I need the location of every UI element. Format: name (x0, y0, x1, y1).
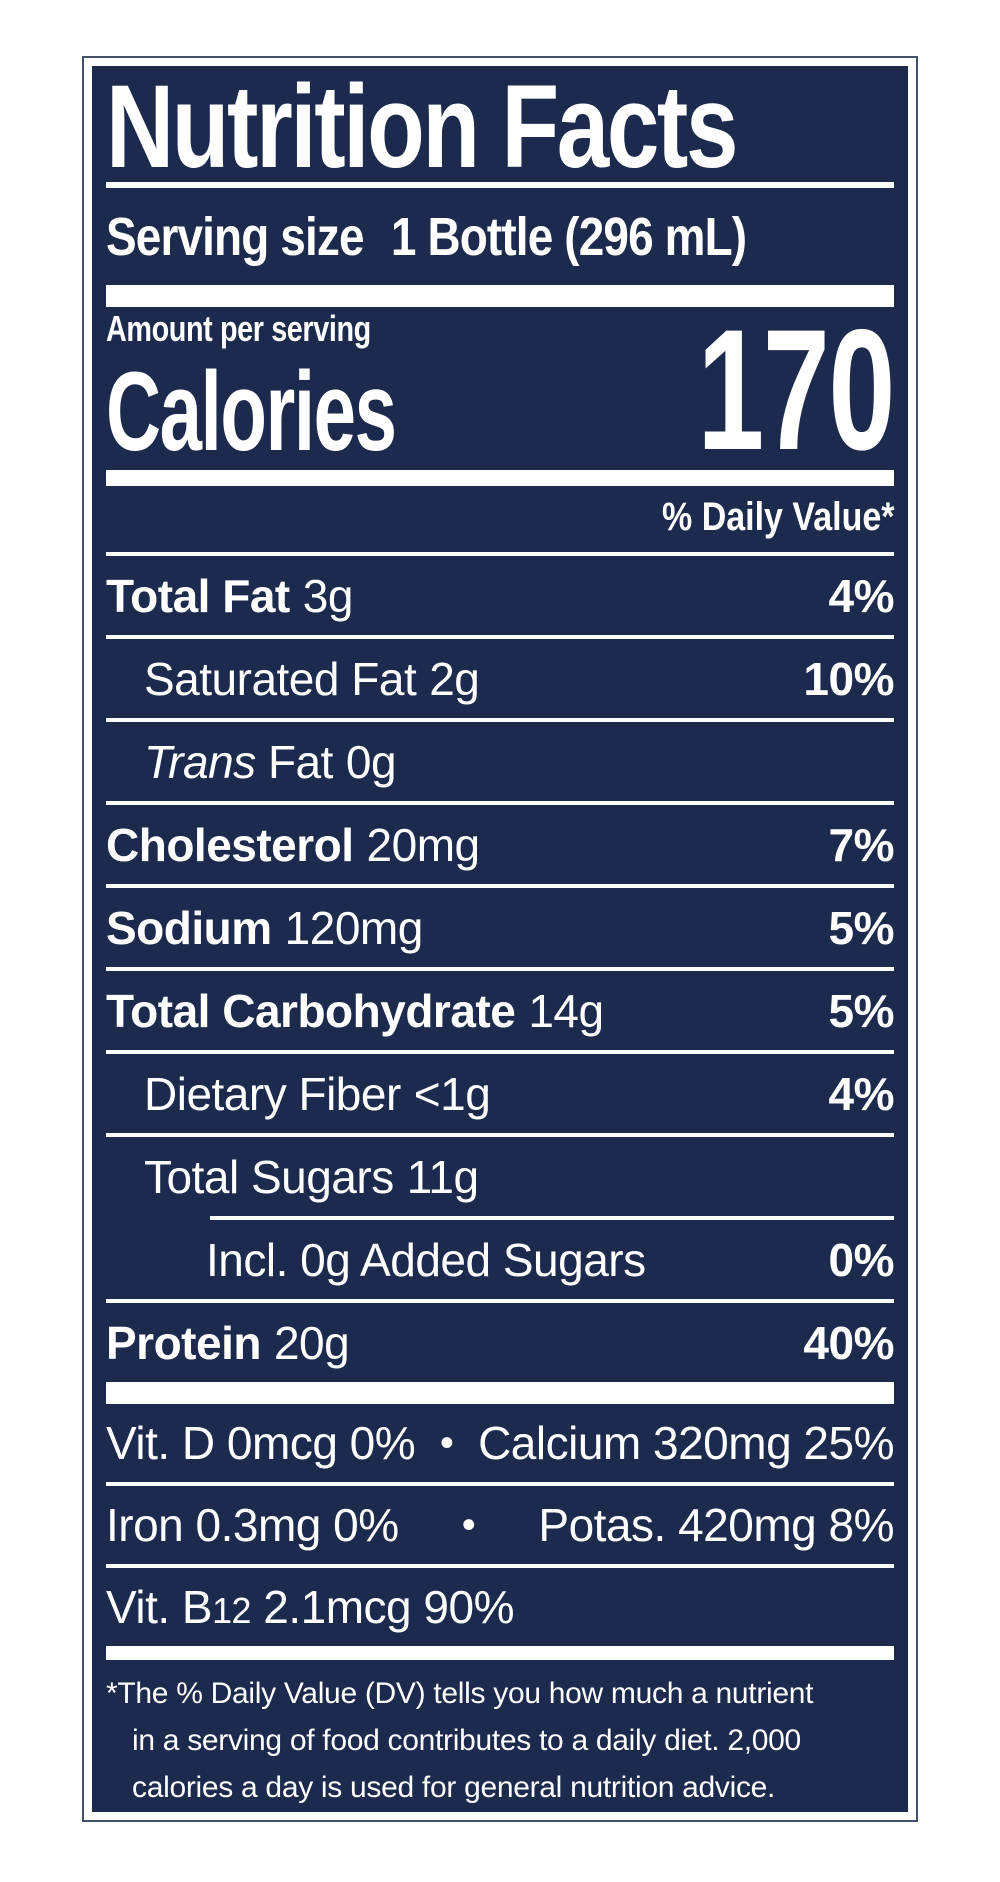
divider-rule (106, 552, 894, 556)
nutrient-row-sodium: Sodium 120mg 5% (106, 888, 895, 967)
bullet-separator: • (461, 1502, 476, 1547)
daily-value-percent: 4% (828, 569, 895, 622)
nutrient-name: Total Sugars (144, 1150, 394, 1203)
divider-rule (106, 1299, 894, 1303)
nutrient-row-dietary-fiber: Dietary Fiber <1g 4% (106, 1054, 895, 1133)
daily-value-footnote: *The % Daily Value (DV) tells you how mu… (106, 1670, 894, 1811)
daily-value-percent: 40% (803, 1316, 894, 1369)
nutrient-name: Total Fat (106, 569, 290, 622)
micronutrient-left: Iron 0.3mg 0% (106, 1499, 399, 1551)
nutrient-row-saturated-fat: Saturated Fat 2g 10% (106, 639, 894, 718)
micronutrient-right: Potas. 420mg 8% (538, 1499, 894, 1551)
nutrient-name: Dietary Fiber (144, 1067, 401, 1120)
separator-bar-thick (106, 1382, 894, 1404)
nutrient-name: Sodium (106, 901, 272, 954)
daily-value-percent: 5% (828, 984, 895, 1037)
daily-value-percent: 4% (828, 1067, 895, 1120)
divider-rule (106, 635, 894, 639)
daily-value-percent: 0% (828, 1233, 895, 1286)
nutrient-name-italic: Trans (144, 735, 256, 788)
nutrient-amount: 20g (273, 1316, 350, 1369)
nutrient-name: Incl. 0g Added Sugars (206, 1233, 646, 1286)
divider-rule (106, 801, 894, 805)
nutrient-amount: <1g (413, 1067, 491, 1120)
nutrient-amount: 2g (429, 652, 480, 705)
micronutrient-left: Vit. D 0mcg 0% (106, 1417, 416, 1469)
micronutrient-left-rest: 2.1mcg 90% (251, 1581, 514, 1633)
footnote-line: calories a day is used for general nutri… (132, 1771, 776, 1804)
divider-rule (106, 1050, 894, 1054)
nutrient-name: Fat (255, 735, 333, 788)
nutrient-amount: 0g (345, 735, 397, 788)
daily-value-percent: 10% (803, 652, 894, 705)
label-title-text: Nutrition Facts (106, 66, 738, 194)
divider-rule (106, 1564, 894, 1568)
label-outer-frame: Nutrition Facts Serving size 1 Bottle (29… (82, 56, 918, 1822)
micronutrient-row-iron-potassium: Iron 0.3mg 0% • Potas. 420mg 8% (106, 1486, 894, 1564)
nutrient-name: Protein (106, 1316, 261, 1369)
calories-block: Amount per serving Calories 170 (106, 294, 895, 487)
nutrient-row-added-sugars: Incl. 0g Added Sugars 0% (106, 1220, 895, 1299)
micronutrient-left: Vit. B (106, 1581, 213, 1633)
calories-label: Calories (106, 348, 397, 474)
footnote-line: in a serving of food contributes to a da… (132, 1724, 801, 1757)
serving-size-value: 1 Bottle (296 mL) (390, 206, 747, 267)
serving-size-label: Serving size (106, 206, 365, 267)
nutrient-amount: 3g (302, 569, 354, 622)
daily-value-header: % Daily Value* (106, 486, 894, 552)
divider-rule (106, 1482, 894, 1486)
label-title: Nutrition Facts (106, 66, 894, 194)
nutrient-name: Cholesterol (106, 818, 354, 871)
nutrient-name: Saturated Fat (144, 652, 417, 705)
divider-rule-indented (210, 1216, 894, 1220)
amount-per-serving-label: Amount per serving (106, 307, 371, 349)
divider-rule (106, 884, 894, 888)
separator-bar-thick (106, 285, 894, 307)
nutrient-row-cholesterol: Cholesterol 20mg 7% (106, 805, 895, 884)
title-underline (106, 182, 894, 188)
nutrient-row-protein: Protein 20g 40% (106, 1303, 894, 1382)
bullet-separator: • (439, 1420, 454, 1465)
nutrient-amount: 11g (406, 1150, 479, 1203)
b12-subscript: 12 (212, 1591, 251, 1631)
daily-value-percent: 7% (828, 818, 895, 871)
nutrient-row-total-fat: Total Fat 3g 4% (106, 556, 895, 635)
nutrient-row-total-sugars: Total Sugars 11g (106, 1137, 894, 1216)
divider-rule (106, 1133, 894, 1137)
separator-bar-medium (106, 1646, 894, 1660)
daily-value-percent: 5% (828, 901, 895, 954)
divider-rule (106, 967, 894, 971)
footnote-line: *The % Daily Value (DV) tells you how mu… (106, 1677, 814, 1710)
serving-size-row: Serving size 1 Bottle (296 mL) (106, 188, 894, 285)
nutrient-amount: 14g (528, 984, 604, 1037)
micronutrient-row-vitb12: Vit. B12 2.1mcg 90% (106, 1568, 894, 1646)
nutrient-row-total-carbohydrate: Total Carbohydrate 14g 5% (106, 971, 895, 1050)
nutrient-amount: 20mg (366, 818, 481, 871)
daily-value-header-text: % Daily Value* (661, 495, 894, 539)
micronutrient-row-vitd-calcium: Vit. D 0mcg 0% • Calcium 320mg 25% (106, 1404, 894, 1482)
nutrient-amount: 120mg (284, 901, 424, 954)
nutrient-name: Total Carbohydrate (106, 984, 516, 1037)
nutrient-row-trans-fat: Trans Fat 0g (106, 722, 894, 801)
divider-rule (106, 718, 894, 722)
nutrition-facts-label: Nutrition Facts Serving size 1 Bottle (29… (92, 66, 908, 1812)
separator-bar-medium (106, 470, 894, 486)
micronutrient-right: Calcium 320mg 25% (478, 1417, 894, 1469)
calories-value: 170 (697, 294, 895, 487)
